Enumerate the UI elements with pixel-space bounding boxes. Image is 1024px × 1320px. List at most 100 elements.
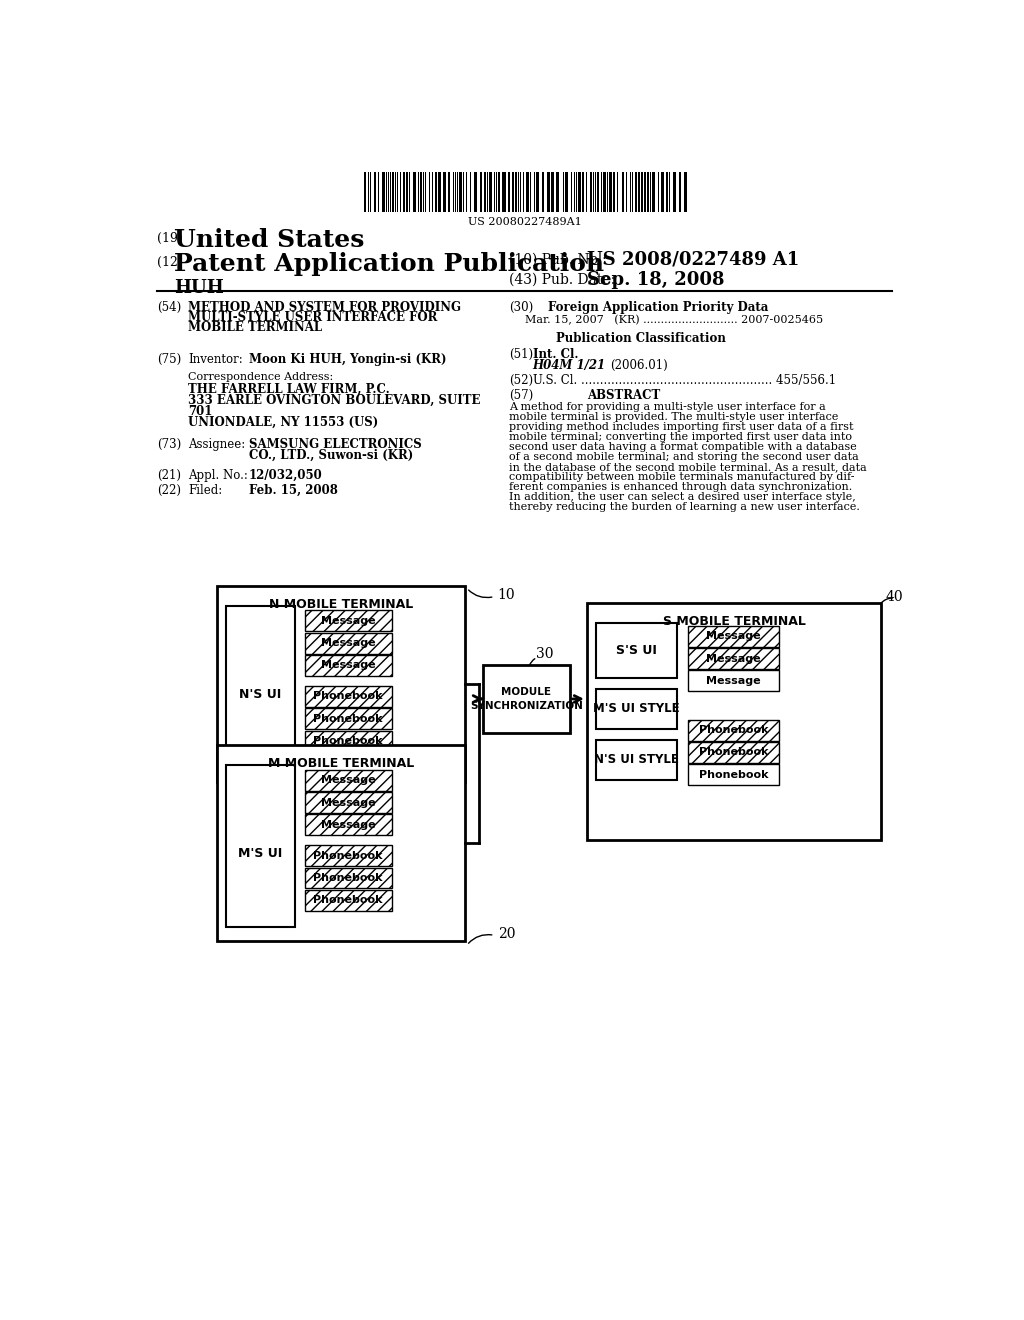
Text: Phonebook: Phonebook — [313, 737, 383, 746]
Text: (21): (21) — [158, 469, 181, 482]
Text: Appl. No.:: Appl. No.: — [188, 469, 249, 482]
Text: ferent companies is enhanced through data synchronization.: ferent companies is enhanced through dat… — [509, 482, 853, 492]
Text: (43) Pub. Date:: (43) Pub. Date: — [509, 272, 615, 286]
Text: Message: Message — [706, 653, 761, 664]
Text: Message: Message — [321, 820, 376, 830]
Bar — [442, 173, 445, 213]
Bar — [590, 173, 593, 213]
Text: Message: Message — [321, 775, 376, 785]
Text: Feb. 15, 2008: Feb. 15, 2008 — [249, 484, 338, 498]
Text: Moon Ki HUH, Yongin-si (KR): Moon Ki HUH, Yongin-si (KR) — [249, 354, 446, 366]
Bar — [525, 173, 528, 213]
Bar — [687, 742, 779, 763]
Text: SAMSUNG ELECTRONICS: SAMSUNG ELECTRONICS — [249, 438, 422, 451]
Bar — [587, 603, 882, 840]
Bar — [638, 173, 640, 213]
Bar — [680, 173, 681, 213]
Text: 30: 30 — [536, 647, 553, 660]
Text: (57): (57) — [509, 389, 534, 403]
Text: Phonebook: Phonebook — [313, 714, 383, 723]
Text: in the database of the second mobile terminal. As a result, data: in the database of the second mobile ter… — [509, 462, 867, 471]
Text: N'S UI STYLE: N'S UI STYLE — [594, 754, 679, 767]
Bar — [508, 173, 510, 213]
Bar — [305, 655, 391, 676]
Text: Phonebook: Phonebook — [313, 692, 383, 701]
Bar — [547, 173, 550, 213]
Text: Message: Message — [321, 616, 376, 626]
Text: providing method includes importing first user data of a first: providing method includes importing firs… — [509, 422, 854, 432]
Bar — [687, 671, 779, 692]
Bar — [687, 626, 779, 647]
Bar — [565, 173, 568, 213]
Text: Phonebook: Phonebook — [698, 770, 768, 780]
Bar — [459, 173, 462, 213]
Bar — [473, 173, 475, 213]
Text: 333 EARLE OVINGTON BOULEVARD, SUITE: 333 EARLE OVINGTON BOULEVARD, SUITE — [188, 395, 481, 407]
Text: (54): (54) — [158, 301, 181, 314]
Text: HUH: HUH — [174, 280, 224, 297]
Text: MOBILE TERMINAL: MOBILE TERMINAL — [188, 321, 323, 334]
Text: Phonebook: Phonebook — [698, 725, 768, 735]
Text: (2006.01): (2006.01) — [610, 359, 668, 372]
Text: MULTI-STYLE USER INTERFACE FOR: MULTI-STYLE USER INTERFACE FOR — [188, 312, 438, 323]
Bar — [623, 173, 625, 213]
Bar — [305, 867, 391, 888]
Text: M MOBILE TERMINAL: M MOBILE TERMINAL — [268, 758, 415, 771]
Text: (22): (22) — [158, 484, 181, 498]
Bar — [305, 686, 391, 706]
Text: US 2008/0227489 A1: US 2008/0227489 A1 — [587, 251, 799, 269]
Text: mobile terminal; converting the imported first user data into: mobile terminal; converting the imported… — [509, 432, 852, 442]
Bar — [597, 173, 599, 213]
Bar — [484, 173, 486, 213]
Bar — [612, 173, 614, 213]
Bar — [480, 173, 482, 213]
Bar — [578, 173, 581, 213]
Bar — [226, 606, 295, 767]
Bar — [305, 890, 391, 911]
Bar — [489, 173, 492, 213]
Text: second user data having a format compatible with a database: second user data having a format compati… — [509, 442, 857, 451]
Bar — [305, 770, 391, 791]
Text: Message: Message — [321, 797, 376, 808]
Text: THE FARRELL LAW FIRM, P.C.: THE FARRELL LAW FIRM, P.C. — [188, 383, 390, 396]
Bar — [596, 689, 678, 729]
Bar — [217, 586, 465, 781]
Bar — [603, 173, 606, 213]
Bar — [684, 173, 687, 213]
Text: Foreign Application Priority Data: Foreign Application Priority Data — [548, 301, 768, 314]
Text: Inventor:: Inventor: — [188, 354, 244, 366]
Text: M'S UI: M'S UI — [239, 847, 283, 861]
Bar — [644, 173, 645, 213]
Text: UNIONDALE, NY 11553 (US): UNIONDALE, NY 11553 (US) — [188, 416, 379, 429]
Bar — [305, 792, 391, 813]
Text: S'S UI: S'S UI — [616, 644, 657, 657]
Text: Message: Message — [321, 638, 376, 648]
Text: Phonebook: Phonebook — [313, 873, 383, 883]
Text: SYNCHRONIZATION: SYNCHRONIZATION — [470, 701, 583, 711]
Bar — [666, 173, 668, 213]
Bar — [609, 173, 611, 213]
Text: Message: Message — [706, 676, 761, 686]
Text: A method for providing a multi-style user interface for a: A method for providing a multi-style use… — [509, 401, 826, 412]
Text: METHOD AND SYSTEM FOR PROVIDING: METHOD AND SYSTEM FOR PROVIDING — [188, 301, 462, 314]
Text: (19): (19) — [158, 231, 183, 244]
Bar — [413, 173, 416, 213]
Bar — [392, 173, 394, 213]
Text: ABSTRACT: ABSTRACT — [587, 389, 660, 403]
Text: N MOBILE TERMINAL: N MOBILE TERMINAL — [269, 598, 414, 611]
Text: thereby reducing the burden of learning a new user interface.: thereby reducing the burden of learning … — [509, 502, 860, 512]
Text: Patent Application Publication: Patent Application Publication — [174, 252, 604, 276]
Text: Correspondence Address:: Correspondence Address: — [188, 372, 334, 383]
Bar — [305, 708, 391, 729]
Text: Message: Message — [321, 660, 376, 671]
Bar — [382, 173, 385, 213]
Bar — [305, 845, 391, 866]
Text: In addition, the user can select a desired user interface style,: In addition, the user can select a desir… — [509, 492, 856, 502]
Bar — [449, 173, 451, 213]
Text: Int. Cl.: Int. Cl. — [532, 348, 579, 360]
Text: mobile terminal is provided. The multi-style user interface: mobile terminal is provided. The multi-s… — [509, 412, 839, 421]
Bar — [305, 814, 391, 836]
Text: US 20080227489A1: US 20080227489A1 — [468, 218, 582, 227]
Text: (12): (12) — [158, 256, 183, 269]
Bar — [582, 173, 584, 213]
